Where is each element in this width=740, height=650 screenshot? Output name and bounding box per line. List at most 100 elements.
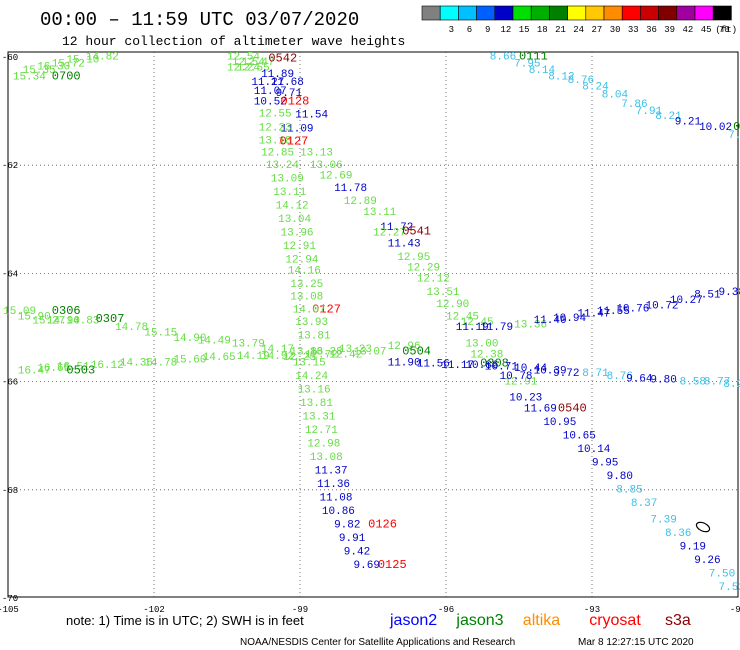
wave-height-label: 13.24 <box>266 160 299 172</box>
wave-height-label: 12.12 <box>417 274 450 286</box>
wave-height-label: 12.45 <box>461 317 494 329</box>
wave-height-label: 8.76 <box>607 371 633 383</box>
wave-height-label: 12.72 <box>305 349 338 361</box>
wave-height-label: 7.91 <box>636 106 663 118</box>
lon-tick-label: -90 <box>730 605 740 615</box>
legend-label: 18 <box>537 25 548 35</box>
wave-height-label: 16.65 <box>37 363 70 375</box>
pass-time-label: 0306 <box>52 304 81 318</box>
wave-height-label: 9.71 <box>276 88 303 100</box>
legend-label: 70 <box>719 25 730 35</box>
graticule <box>8 52 738 598</box>
legend-label: 39 <box>664 25 675 35</box>
wave-height-label: 8.77 <box>704 376 730 388</box>
satellite-legend: jason2 jason3 altika cryosat s3a <box>389 612 691 629</box>
wave-height-label: 11.47 <box>577 309 610 321</box>
wave-height-label: 8.14 <box>529 65 556 77</box>
wave-height-label: 12.95 <box>397 252 430 264</box>
wave-height-label: 15.34 <box>13 72 46 84</box>
wave-height-label: 14.36 <box>120 357 153 369</box>
wave-height-label: 15.09 <box>3 306 36 318</box>
axis-ticks: -105 -102 -99 -96 -93 -90 -60 -62 -64 -66 -68 -70 <box>0 53 740 615</box>
page-title-text: 00:00 – 11:59 UTC 03/07/2020 <box>40 9 359 31</box>
wave-height-label: 10.39 <box>534 365 567 377</box>
wave-height-label: 7.50 <box>709 568 735 580</box>
wave-height-label: 8.66 <box>490 52 516 64</box>
wave-height-label: 15.60 <box>173 355 206 367</box>
wave-height-label: 10.86 <box>322 506 355 518</box>
legend-label: 24 <box>573 25 584 35</box>
wave-height-label: 11.69 <box>524 403 557 415</box>
wave-height-label: 8.71 <box>582 368 609 380</box>
wave-height-label: 12.45 <box>446 311 479 323</box>
wave-height-label: 10.44 <box>514 363 547 375</box>
wave-height-label: 13.11 <box>273 187 306 199</box>
wave-height-label: 13.16 <box>298 384 331 396</box>
wave-height-label: 11.55 <box>597 306 630 318</box>
legend-label: 45 <box>701 25 712 35</box>
wave-height-label: 14.24 <box>295 371 328 383</box>
legend-swatch <box>658 5 678 21</box>
wave-height-label: 13.81 <box>298 330 331 342</box>
satellite-jason2: jason2 <box>389 612 437 629</box>
wave-height-label: 8.24 <box>723 379 740 391</box>
wave-height-label: 9.69 <box>354 560 380 572</box>
wave-height-label: 7.95 <box>514 59 540 71</box>
satellite-jason3: jason3 <box>455 612 503 629</box>
legend-swatch <box>476 5 496 21</box>
pass-time-label: 0307 <box>96 312 125 326</box>
lon-tick-label: -93 <box>584 605 600 615</box>
wave-height-label: 11.08 <box>319 493 352 505</box>
wave-height-label: 16.51 <box>57 362 90 374</box>
wave-height-label: 11.56 <box>417 358 450 370</box>
wave-height-label: 12.24 <box>227 63 260 75</box>
wave-height-label: 16.30 <box>37 61 70 73</box>
lat-tick-label: -62 <box>2 161 18 171</box>
wave-height-label: 14.49 <box>198 336 231 348</box>
wave-height-label: 11.17 <box>441 360 474 372</box>
lat-tick-label: -70 <box>2 594 18 604</box>
wave-height-label: 9.26 <box>694 555 720 567</box>
wave-height-label: 13.79 <box>232 338 265 350</box>
wave-height-label: 12.90 <box>436 299 469 311</box>
wave-height-label: 9.72 <box>553 368 579 380</box>
wave-height-label: 11.37 <box>315 466 348 478</box>
pass-time-label: 0127 <box>280 135 309 149</box>
wave-height-label: 12.38 <box>470 349 503 361</box>
wave-height-label: 8.12 <box>548 72 574 84</box>
wave-height-label: 8.04 <box>602 90 629 102</box>
wave-height-label: 12.42 <box>329 349 362 361</box>
wave-height-label: 11.09 <box>281 124 314 136</box>
wave-height-label: 13.04 <box>278 214 311 226</box>
wave-height-label: 13.08 <box>310 452 343 464</box>
wave-height-label: 10.76 <box>616 303 649 315</box>
pass-time-label: 0112 <box>733 120 740 134</box>
wave-height-label: 12.69 <box>319 171 352 183</box>
wave-height-label: 8.58 <box>680 376 706 388</box>
wave-height-label: 11.90 <box>388 357 421 369</box>
wave-height-label: 12.27 <box>373 228 406 240</box>
wave-height-label: 9.80 <box>650 375 676 387</box>
wave-height-label: 9.80 <box>607 471 633 483</box>
wave-height-label: 14.78 <box>115 322 148 334</box>
wave-height-label: 12.55 <box>237 63 270 75</box>
legend-swatch <box>640 5 659 21</box>
lat-tick-label: -66 <box>2 378 18 388</box>
wave-height-label: 13.86 <box>290 347 323 359</box>
wave-height-label: 10.23 <box>509 393 542 405</box>
wave-height-label: 12.23 <box>259 123 292 135</box>
wave-height-label: 12.89 <box>344 196 377 208</box>
wave-height-label: 15.90 <box>18 311 51 323</box>
wave-height-label: 11.36 <box>317 479 350 491</box>
wave-height-label: 14.92 <box>261 351 294 363</box>
wave-height-label: 14.90 <box>47 316 80 328</box>
credit-right: Mar 8 12:27:15 UTC 2020 <box>578 637 694 648</box>
wave-height-label: 12.47 <box>242 57 275 69</box>
wave-height-label: 16.12 <box>91 360 124 372</box>
wave-height-label: 13.51 <box>427 287 460 299</box>
wave-height-label: 12.96 <box>388 341 421 353</box>
legend-label: 27 <box>591 25 602 35</box>
legend-swatch <box>603 5 623 21</box>
wave-height-label: 10.65 <box>563 430 596 442</box>
